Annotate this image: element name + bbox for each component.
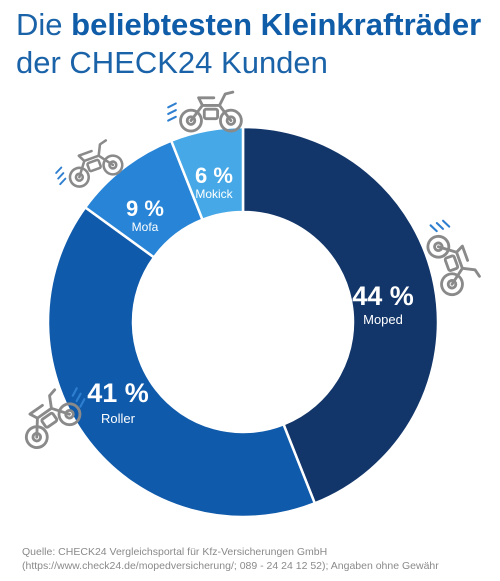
title-line-2: der CHECK24 Kunden	[16, 45, 328, 80]
page-title: Die beliebtesten Kleinkrafträder der CHE…	[16, 6, 481, 82]
source-line-2: (https://www.check24.de/mopedversicherun…	[22, 560, 439, 572]
slice-value-mokick: 6 %	[195, 163, 233, 188]
slice-value-moped: 44 %	[352, 281, 414, 311]
slice-roller	[46, 205, 317, 519]
slice-label-mokick: Mokick	[195, 187, 233, 201]
slice-label-roller: Roller	[101, 411, 136, 426]
title-bold: beliebtesten Kleinkrafträder	[71, 7, 482, 42]
slice-mokick	[169, 125, 245, 222]
source-line-1: Quelle: CHECK24 Vergleichsportal für Kfz…	[22, 546, 328, 558]
scooter-icon	[24, 387, 86, 449]
mokick-icon	[167, 90, 243, 133]
slice-label-moped: Moped	[363, 312, 403, 327]
moped-icon	[426, 219, 481, 297]
slice-label-mofa: Mofa	[132, 220, 159, 234]
slice-value-mofa: 9 %	[126, 196, 164, 221]
slice-value-roller: 41 %	[87, 378, 149, 408]
title-prefix: Die	[16, 7, 72, 42]
mofa-icon	[55, 139, 124, 188]
slice-moped	[241, 125, 440, 505]
source-note: Quelle: CHECK24 Vergleichsportal für Kfz…	[22, 545, 492, 573]
